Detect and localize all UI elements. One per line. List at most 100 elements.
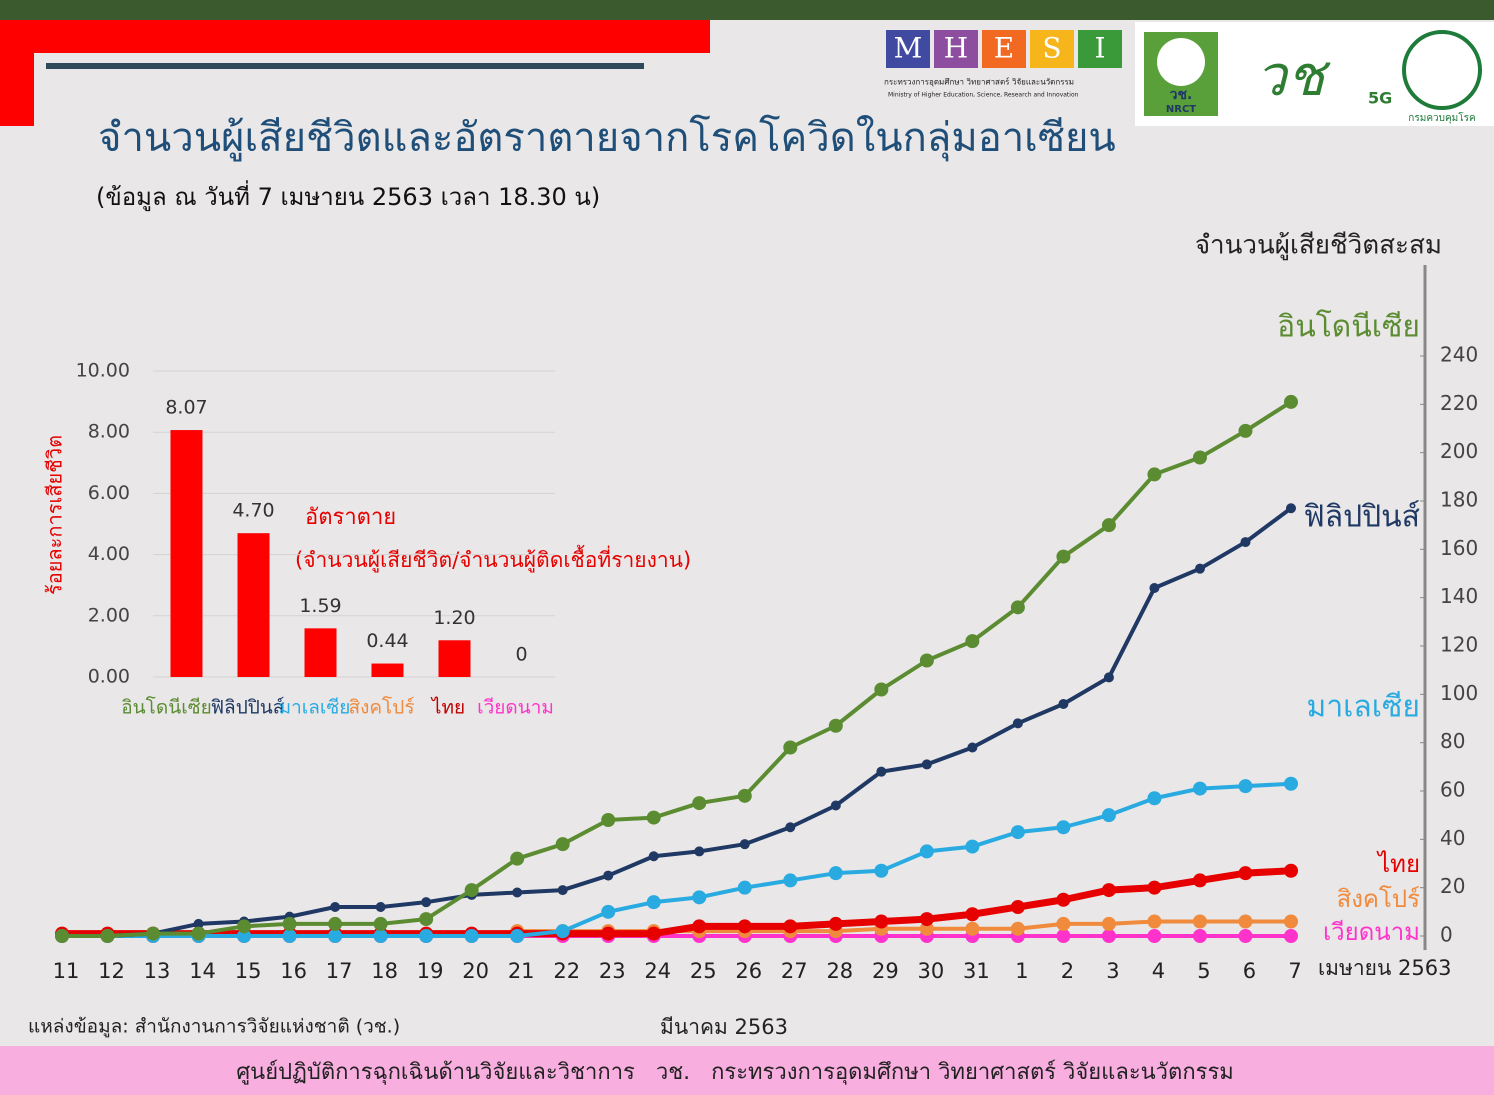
x-tick-label: 30 — [917, 959, 944, 983]
point — [828, 718, 843, 733]
logo-letter: E — [994, 32, 1014, 65]
footer-org: ศูนย์ปฏิบัติการฉุกเฉินด้านวิจัยและวิชากา… — [236, 1060, 1234, 1085]
point — [1056, 929, 1071, 943]
point — [1192, 914, 1207, 929]
y-tick-label: 20 — [1440, 874, 1465, 898]
y-tick-label: 4.00 — [88, 543, 130, 565]
point — [737, 880, 752, 895]
point — [464, 929, 479, 943]
logo-letter: S — [1042, 32, 1061, 65]
logo-block — [1030, 30, 1074, 68]
y-axis-title: จำนวนผู้เสียชีวิตสะสม — [1195, 231, 1442, 261]
y-tick-label: 100 — [1440, 681, 1478, 705]
point — [737, 788, 752, 803]
footer-band — [0, 1046, 1494, 1095]
point — [692, 890, 707, 905]
rule — [46, 63, 644, 69]
point — [965, 907, 980, 922]
y-tick-label: 180 — [1440, 488, 1478, 512]
point — [193, 918, 204, 929]
point — [1238, 929, 1253, 943]
point — [1010, 921, 1025, 936]
point — [965, 839, 980, 854]
point — [237, 919, 252, 934]
point — [603, 870, 614, 881]
point — [601, 904, 616, 919]
y-tick-label: 80 — [1440, 729, 1465, 753]
series-label: เวียดนาม — [1323, 918, 1420, 946]
point — [1149, 583, 1160, 593]
x-tick-label: 14 — [189, 959, 216, 983]
x-tick-label: 15 — [235, 959, 262, 983]
point — [783, 740, 798, 755]
logo-block — [1078, 30, 1122, 68]
y-tick-label: 10.00 — [76, 360, 130, 382]
y-tick-label: 60 — [1440, 778, 1465, 802]
x-tick-label: 16 — [280, 959, 307, 983]
point — [510, 929, 525, 943]
point — [1147, 914, 1162, 929]
point — [876, 766, 887, 777]
series-label: มาเลเซีย — [1307, 690, 1420, 725]
annotation: อัตราตาย — [305, 505, 396, 530]
point — [919, 844, 934, 859]
x-tick-label: 18 — [371, 959, 398, 983]
x-tick-label: ไทย — [430, 697, 465, 719]
x-tick-label: ฟิลิปปินส์ — [211, 697, 285, 719]
point — [100, 929, 115, 943]
bar — [438, 640, 471, 677]
point — [1284, 863, 1298, 878]
point — [739, 839, 750, 850]
point — [1101, 883, 1116, 898]
point — [419, 912, 434, 927]
x-tick-label: 2 — [1061, 959, 1074, 983]
value-label: 4.70 — [232, 500, 274, 522]
point — [1192, 929, 1207, 943]
bar — [170, 430, 203, 677]
x-tick-label: เวียดนาม — [477, 697, 554, 719]
point — [510, 851, 525, 866]
point — [783, 919, 798, 934]
point — [1101, 518, 1116, 533]
x-tick-label: 28 — [826, 959, 853, 983]
nrct-emblem — [1157, 38, 1205, 86]
y-tick-label: 0 — [1440, 923, 1453, 947]
point — [737, 919, 752, 934]
top-bar — [0, 0, 1494, 20]
point — [555, 837, 570, 852]
point — [601, 813, 616, 827]
x-tick-label: 27 — [781, 959, 808, 983]
y-tick-label: 140 — [1440, 584, 1478, 608]
point — [373, 916, 388, 931]
x-tick-label: 23 — [599, 959, 626, 983]
point — [328, 929, 343, 943]
bar — [371, 663, 404, 677]
point — [1192, 450, 1207, 465]
point — [1286, 503, 1296, 514]
point — [921, 759, 932, 770]
point — [419, 929, 434, 943]
series-label: ฟิลิปปินส์ — [1303, 500, 1420, 535]
x-tick-label: 17 — [326, 959, 353, 983]
point — [1238, 914, 1253, 929]
y-tick-label: 0.00 — [88, 666, 130, 688]
x-tick-label: 6 — [1243, 959, 1256, 983]
point — [328, 916, 343, 931]
point — [1103, 672, 1114, 683]
x-tick-label: 7 — [1288, 959, 1301, 983]
series-label: อินโดนีเซีย — [1277, 309, 1420, 345]
point — [1284, 776, 1298, 791]
y-tick-label: 220 — [1440, 391, 1478, 415]
logo-text: วช — [1255, 44, 1330, 109]
point — [557, 885, 568, 896]
x-tick-label: มาเลเซีย — [279, 697, 351, 719]
x-tick-label: 22 — [553, 959, 580, 983]
point — [237, 929, 252, 943]
x-tick-label: 29 — [872, 959, 899, 983]
value-label: 0.44 — [366, 630, 408, 652]
series-label: ไทย — [1376, 850, 1420, 878]
point — [601, 926, 616, 941]
red-band — [0, 20, 710, 53]
point — [1147, 791, 1162, 806]
